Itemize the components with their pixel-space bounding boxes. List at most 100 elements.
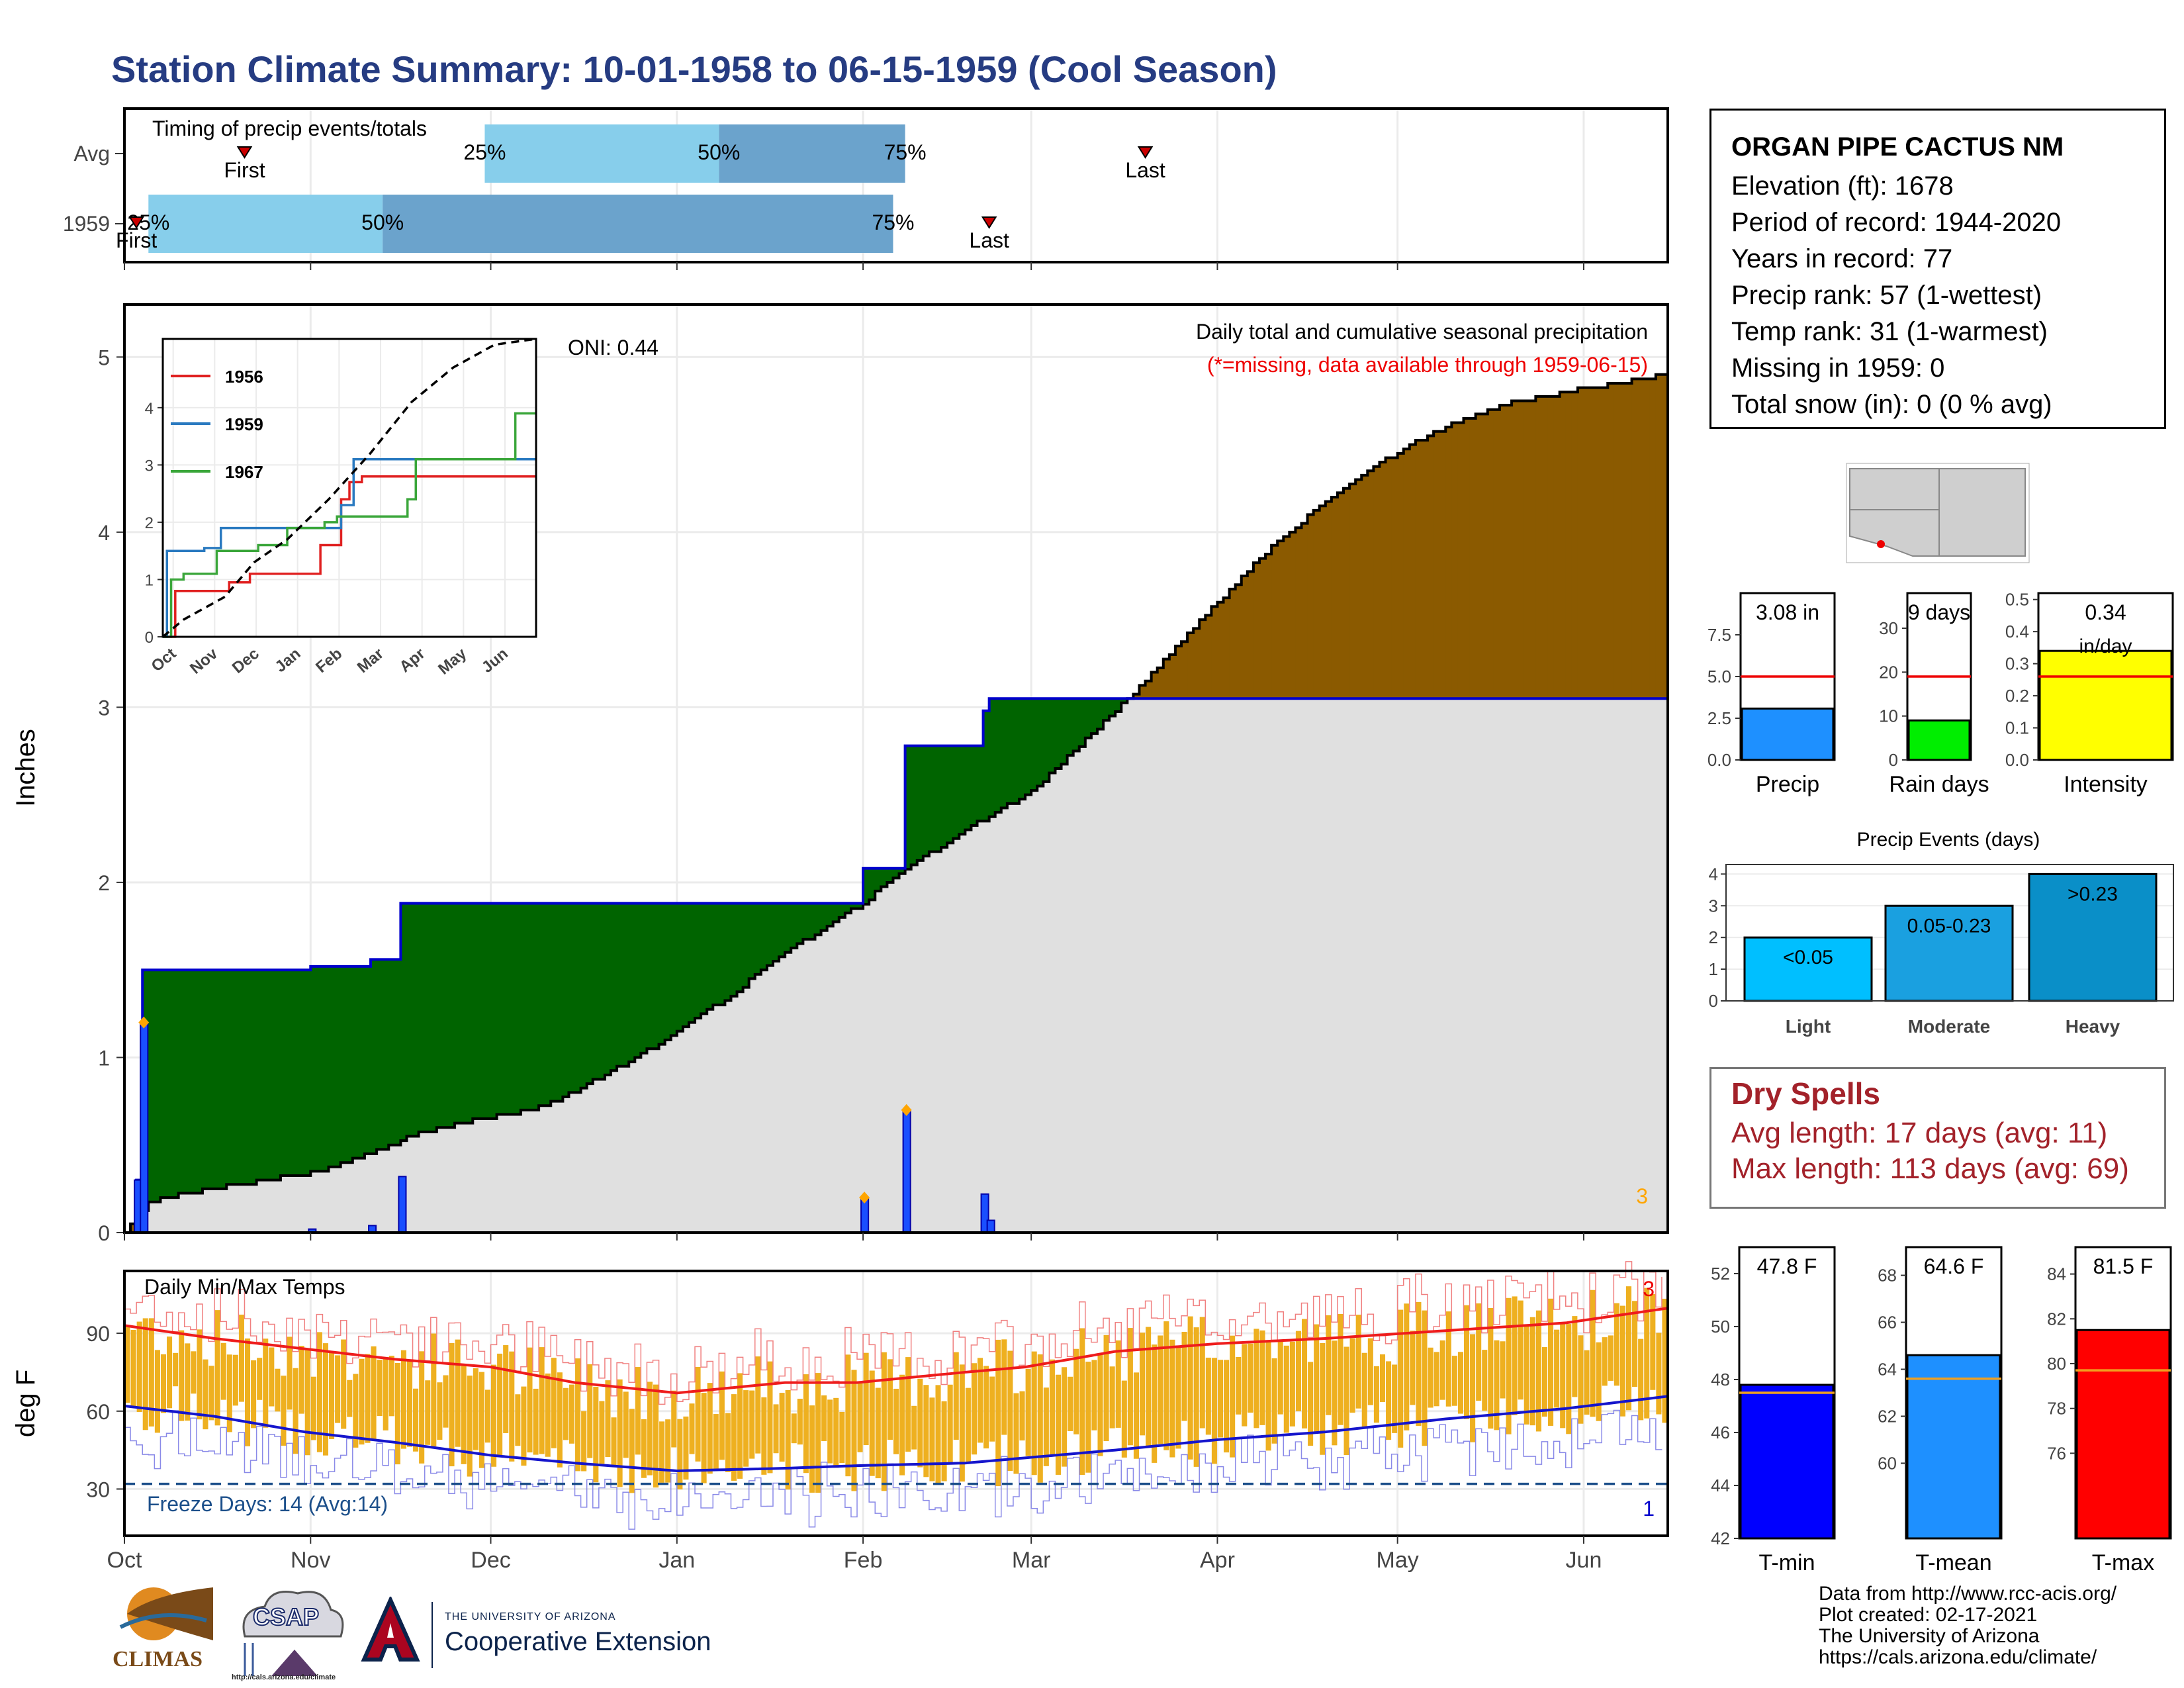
temp-category-label: T-min	[1759, 1550, 1815, 1575]
daily-temp-bar	[232, 1354, 238, 1406]
surplus-area	[743, 903, 750, 988]
events-title: Precip Events (days)	[1857, 829, 2040, 851]
surplus-area	[1115, 698, 1122, 712]
average-cumulative-fill	[1175, 698, 1182, 1233]
daily-temp-bar	[1079, 1328, 1085, 1476]
daily-temp-bar	[1457, 1352, 1463, 1414]
average-cumulative-fill	[754, 974, 762, 1233]
daily-temp-bar	[1470, 1334, 1476, 1442]
daily-temp-bar	[461, 1365, 467, 1464]
average-cumulative-fill	[760, 970, 768, 1233]
surplus-area	[809, 903, 816, 939]
surplus-area	[569, 903, 576, 1093]
temp-y-tick-label: 52	[1711, 1264, 1730, 1284]
surplus-area	[827, 903, 834, 927]
daily-temp-bar	[425, 1380, 431, 1445]
events-bar	[1743, 936, 1873, 1002]
surplus-area	[478, 903, 486, 1119]
dry-spells-max: Max length: 113 days (avg: 69)	[1731, 1152, 2129, 1185]
deficit-area	[1625, 383, 1633, 699]
daily-temp-bar	[761, 1397, 767, 1475]
surplus-area	[551, 903, 557, 1102]
freeze-days-label: Freeze Days: 14 (Avg:14)	[147, 1492, 388, 1516]
daily-temp-bar	[1512, 1296, 1518, 1415]
deficit-area	[1433, 431, 1440, 699]
temp-y-tick-label: 68	[1878, 1266, 1897, 1286]
average-cumulative-fill	[1325, 698, 1332, 1233]
timing-panel-border	[123, 107, 1669, 263]
daily-temp-bar	[281, 1376, 287, 1446]
temp-panel-title: Daily Min/Max Temps	[144, 1275, 345, 1299]
precip-chart-title: Daily total and cumulative seasonal prec…	[1196, 320, 1648, 344]
daily-temp-bar	[1560, 1323, 1566, 1429]
dry-spells-title: Dry Spells	[1731, 1076, 1880, 1111]
events-y-tick-label: 4	[1709, 864, 1718, 884]
daily-temp-bar	[203, 1359, 208, 1430]
average-cumulative-fill	[1133, 698, 1140, 1233]
surplus-area	[316, 966, 324, 1172]
daily-temp-bar	[208, 1366, 214, 1421]
credit-line: The University of Arizona	[1819, 1625, 2040, 1647]
daily-temp-bar	[1535, 1310, 1541, 1432]
daily-temp-bar	[713, 1414, 719, 1470]
surplus-area	[647, 903, 654, 1049]
daily-temp-bar	[593, 1386, 599, 1483]
average-cumulative-fill	[1361, 698, 1368, 1233]
precip-small-y-tick-label: 30	[1879, 618, 1898, 638]
deficit-area	[1253, 563, 1260, 699]
surplus-area	[412, 903, 420, 1137]
average-cumulative-fill	[1421, 698, 1428, 1233]
average-cumulative-fill	[893, 878, 900, 1233]
surplus-area	[881, 868, 887, 887]
surplus-area	[917, 745, 924, 861]
deficit-area	[1187, 632, 1194, 699]
surplus-area	[629, 903, 635, 1062]
deficit-area	[1265, 553, 1272, 699]
average-cumulative-fill	[1614, 698, 1621, 1233]
average-cumulative-fill	[1067, 755, 1074, 1233]
event-marker-label: Last	[1125, 158, 1165, 182]
average-cumulative-fill	[1163, 698, 1170, 1233]
surplus-area	[148, 970, 155, 1202]
surplus-area	[178, 970, 185, 1194]
average-cumulative-fill	[148, 1201, 155, 1233]
precip-small-y-tick-label: 2.5	[1707, 708, 1731, 728]
deficit-area	[1295, 528, 1302, 699]
inset-legend-label: 1959	[225, 414, 263, 434]
deficit-area	[1590, 387, 1596, 699]
event-marker-label: First	[224, 158, 265, 182]
average-cumulative-fill	[1565, 698, 1572, 1233]
daily-temp-bar	[304, 1349, 310, 1456]
y-tick-label: 60	[86, 1400, 110, 1424]
inset-legend-label: 1967	[225, 462, 263, 482]
surplus-area	[1031, 698, 1038, 791]
average-cumulative-fill	[983, 821, 990, 1233]
daily-temp-bar	[1373, 1366, 1379, 1423]
highlight-marker	[138, 1016, 150, 1029]
precip-small-y-tick-label: 0.2	[2005, 686, 2029, 706]
average-cumulative-fill	[1391, 698, 1398, 1233]
surplus-area	[352, 966, 359, 1158]
daily-temp-bar	[1146, 1327, 1152, 1447]
average-cumulative-fill	[533, 1109, 539, 1233]
daily-temp-bar	[1163, 1321, 1169, 1450]
average-cumulative-fill	[490, 1119, 498, 1233]
temp-y-tick-label: 80	[2047, 1354, 2066, 1374]
average-cumulative-fill	[676, 1031, 684, 1233]
daily-temp-bar	[1554, 1329, 1560, 1408]
average-cumulative-fill	[1535, 698, 1543, 1233]
average-cumulative-fill	[1145, 698, 1152, 1233]
average-cumulative-fill	[1649, 698, 1657, 1233]
average-cumulative-fill	[1115, 712, 1122, 1233]
average-cumulative-fill	[1475, 698, 1482, 1233]
average-cumulative-fill	[1349, 698, 1356, 1233]
quartile-label-25: 25%	[463, 140, 506, 164]
surplus-area	[833, 903, 840, 922]
daily-precip-bar	[140, 1021, 149, 1233]
daily-temp-bar	[400, 1350, 406, 1449]
average-cumulative-fill	[172, 1197, 179, 1233]
average-cumulative-fill	[1109, 716, 1116, 1233]
daily-temp-bar	[1332, 1340, 1338, 1446]
average-cumulative-fill	[1019, 799, 1026, 1233]
surplus-area	[1121, 698, 1128, 703]
